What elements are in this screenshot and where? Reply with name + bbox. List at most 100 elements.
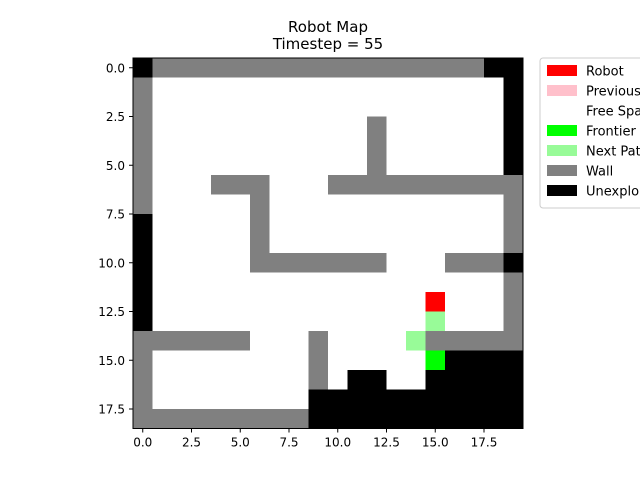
cell-free-space (172, 116, 192, 137)
cell-unexplored (133, 292, 153, 312)
cell-free-space (172, 389, 192, 410)
cell-free-space (367, 97, 387, 117)
cell-free-space (445, 97, 465, 117)
cell-wall (269, 58, 290, 78)
cell-free-space (347, 311, 368, 332)
cell-wall (308, 253, 329, 273)
legend-label-frontier: Frontier (586, 125, 636, 140)
legend-label-previous: Previous (586, 85, 640, 100)
cell-wall (133, 409, 153, 429)
cell-free-space (386, 253, 407, 273)
cell-free-space (269, 116, 290, 137)
cell-free-space (328, 370, 348, 390)
cell-free-space (250, 370, 270, 390)
cell-unexplored (445, 409, 465, 429)
cell-wall (152, 58, 173, 78)
cell-free-space (484, 214, 504, 234)
cell-free-space (328, 272, 348, 293)
cell-free-space (406, 116, 426, 137)
cell-free-space (230, 389, 251, 410)
cell-free-space (328, 194, 348, 215)
cell-free-space (308, 77, 329, 98)
cell-free-space (191, 292, 212, 312)
cell-free-space (172, 175, 192, 195)
cell-unexplored (445, 389, 465, 410)
cell-wall (367, 58, 387, 78)
cell-free-space (152, 97, 173, 117)
cell-unexplored (503, 370, 524, 390)
y-tick-label: 17.5 (98, 403, 125, 417)
cell-free-space (289, 155, 309, 176)
cell-wall (425, 331, 446, 351)
cell-free-space (230, 370, 251, 390)
cell-free-space (172, 272, 192, 293)
cell-free-space (152, 350, 173, 371)
x-tick-label: 0.0 (133, 436, 152, 450)
cell-wall (445, 253, 465, 273)
cell-free-space (464, 214, 485, 234)
cell-free-space (289, 311, 309, 332)
cell-free-space (367, 77, 387, 98)
cell-free-space (464, 77, 485, 98)
cell-free-space (269, 194, 290, 215)
cell-wall (289, 253, 309, 273)
legend-swatch-robot (547, 65, 577, 76)
cell-unexplored (445, 370, 465, 390)
cell-free-space (211, 194, 231, 215)
cell-unexplored (425, 409, 446, 429)
cell-free-space (289, 370, 309, 390)
cell-unexplored (386, 389, 407, 410)
cell-unexplored (484, 370, 504, 390)
cell-free-space (386, 116, 407, 137)
cell-free-space (464, 292, 485, 312)
cell-free-space (347, 331, 368, 351)
cell-free-space (230, 116, 251, 137)
cell-free-space (191, 311, 212, 332)
legend: Robot Previous Free Space Frontier Next Path… (539, 57, 640, 209)
cell-free-space (230, 77, 251, 98)
cell-free-space (289, 272, 309, 293)
cell-unexplored (484, 58, 504, 78)
legend-swatch-wall (547, 165, 577, 176)
cell-free-space (464, 155, 485, 176)
cell-free-space (211, 370, 231, 390)
cell-free-space (211, 97, 231, 117)
cell-wall (230, 331, 251, 351)
cell-free-space (289, 97, 309, 117)
cell-wall (406, 58, 426, 78)
cell-unexplored (386, 409, 407, 429)
cell-unexplored (133, 253, 153, 273)
cell-wall (328, 175, 348, 195)
cell-free-space (406, 272, 426, 293)
cell-wall (484, 253, 504, 273)
cell-free-space (230, 155, 251, 176)
cell-wall (503, 272, 524, 293)
legend-swatch-free-space (547, 105, 577, 116)
cell-wall (347, 175, 368, 195)
cell-free-space (269, 77, 290, 98)
legend-swatch-unexplored (547, 185, 577, 196)
cell-wall (152, 409, 173, 429)
cell-unexplored (133, 214, 153, 234)
cell-wall (191, 58, 212, 78)
legend-label-wall: Wall (586, 165, 613, 180)
cell-wall (464, 331, 485, 351)
cell-free-space (445, 272, 465, 293)
cell-free-space (250, 155, 270, 176)
cell-free-space (406, 370, 426, 390)
cell-free-space (328, 331, 348, 351)
cell-unexplored (347, 389, 368, 410)
cell-free-space (425, 97, 446, 117)
cell-free-space (367, 350, 387, 371)
cell-wall (386, 58, 407, 78)
cell-free-space (269, 97, 290, 117)
cell-free-space (347, 97, 368, 117)
cell-wall (250, 58, 270, 78)
cell-free-space (152, 77, 173, 98)
cell-free-space (211, 233, 231, 254)
cell-free-space (250, 389, 270, 410)
cell-unexplored (464, 389, 485, 410)
cell-free-space (152, 136, 173, 156)
cell-free-space (328, 214, 348, 234)
cell-unexplored (328, 389, 348, 410)
